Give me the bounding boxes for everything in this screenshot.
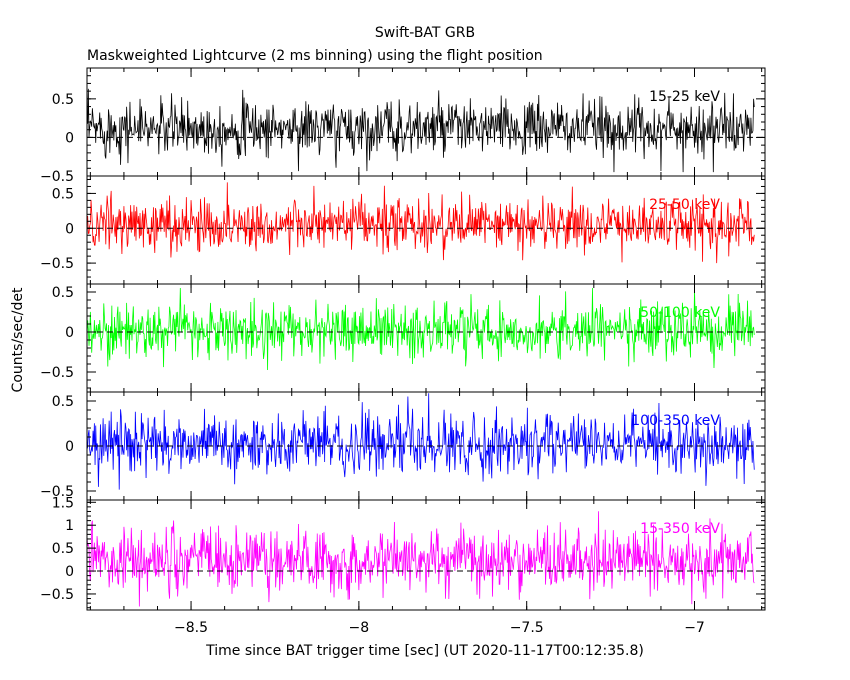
chart-subtitle: Maskweighted Lightcurve (2 ms binning) u… <box>87 48 543 64</box>
x-tick-label: −7 <box>684 620 705 636</box>
y-tick-label: 1 <box>65 518 74 534</box>
y-tick-label: 0 <box>65 130 74 146</box>
y-tick-label: 0 <box>65 221 74 237</box>
x-axis-label: Time since BAT trigger time [sec] (UT 20… <box>205 643 644 659</box>
lightcurve-series <box>87 88 755 173</box>
y-axis-label: Counts/sec/det <box>10 287 26 392</box>
y-tick-label: 0.5 <box>52 541 74 557</box>
panels-group: −0.5 0 0.5 15-25 keV −0.5 0 0.5 25-50 keV −0.5 0 0… <box>40 67 766 636</box>
y-tick-label: −0.5 <box>40 256 74 272</box>
lightcurve-series <box>87 287 755 370</box>
band-label: 15-25 keV <box>649 89 720 105</box>
x-tick-label: −7.5 <box>510 620 544 636</box>
y-tick-label: 0.5 <box>52 186 74 202</box>
band-label: 25-50 keV <box>649 197 720 213</box>
panel-frame <box>86 283 766 393</box>
y-tick-label: 1.5 <box>52 495 74 511</box>
y-tick-label: 0.5 <box>52 285 74 301</box>
y-tick-label: 0 <box>65 439 74 455</box>
lightcurve-series <box>87 393 755 490</box>
chart-title: Swift-BAT GRB <box>375 25 475 41</box>
band-label: 15-350 keV <box>640 521 720 537</box>
y-tick-label: −0.5 <box>40 484 74 500</box>
y-tick-label: 0 <box>65 325 74 341</box>
y-tick-label: −0.5 <box>40 169 74 185</box>
y-tick-label: 0.5 <box>52 394 74 410</box>
y-tick-label: −0.5 <box>40 587 74 603</box>
x-tick-label: −8.5 <box>174 620 208 636</box>
band-label: 100-350 keV <box>631 413 720 429</box>
y-tick-label: 0 <box>65 564 74 580</box>
lightcurve-series <box>87 182 755 264</box>
x-tick-label: −8 <box>349 620 370 636</box>
y-tick-label: 0.5 <box>52 92 74 108</box>
band-label: 50-100 keV <box>640 305 720 321</box>
y-tick-label: −0.5 <box>40 365 74 381</box>
